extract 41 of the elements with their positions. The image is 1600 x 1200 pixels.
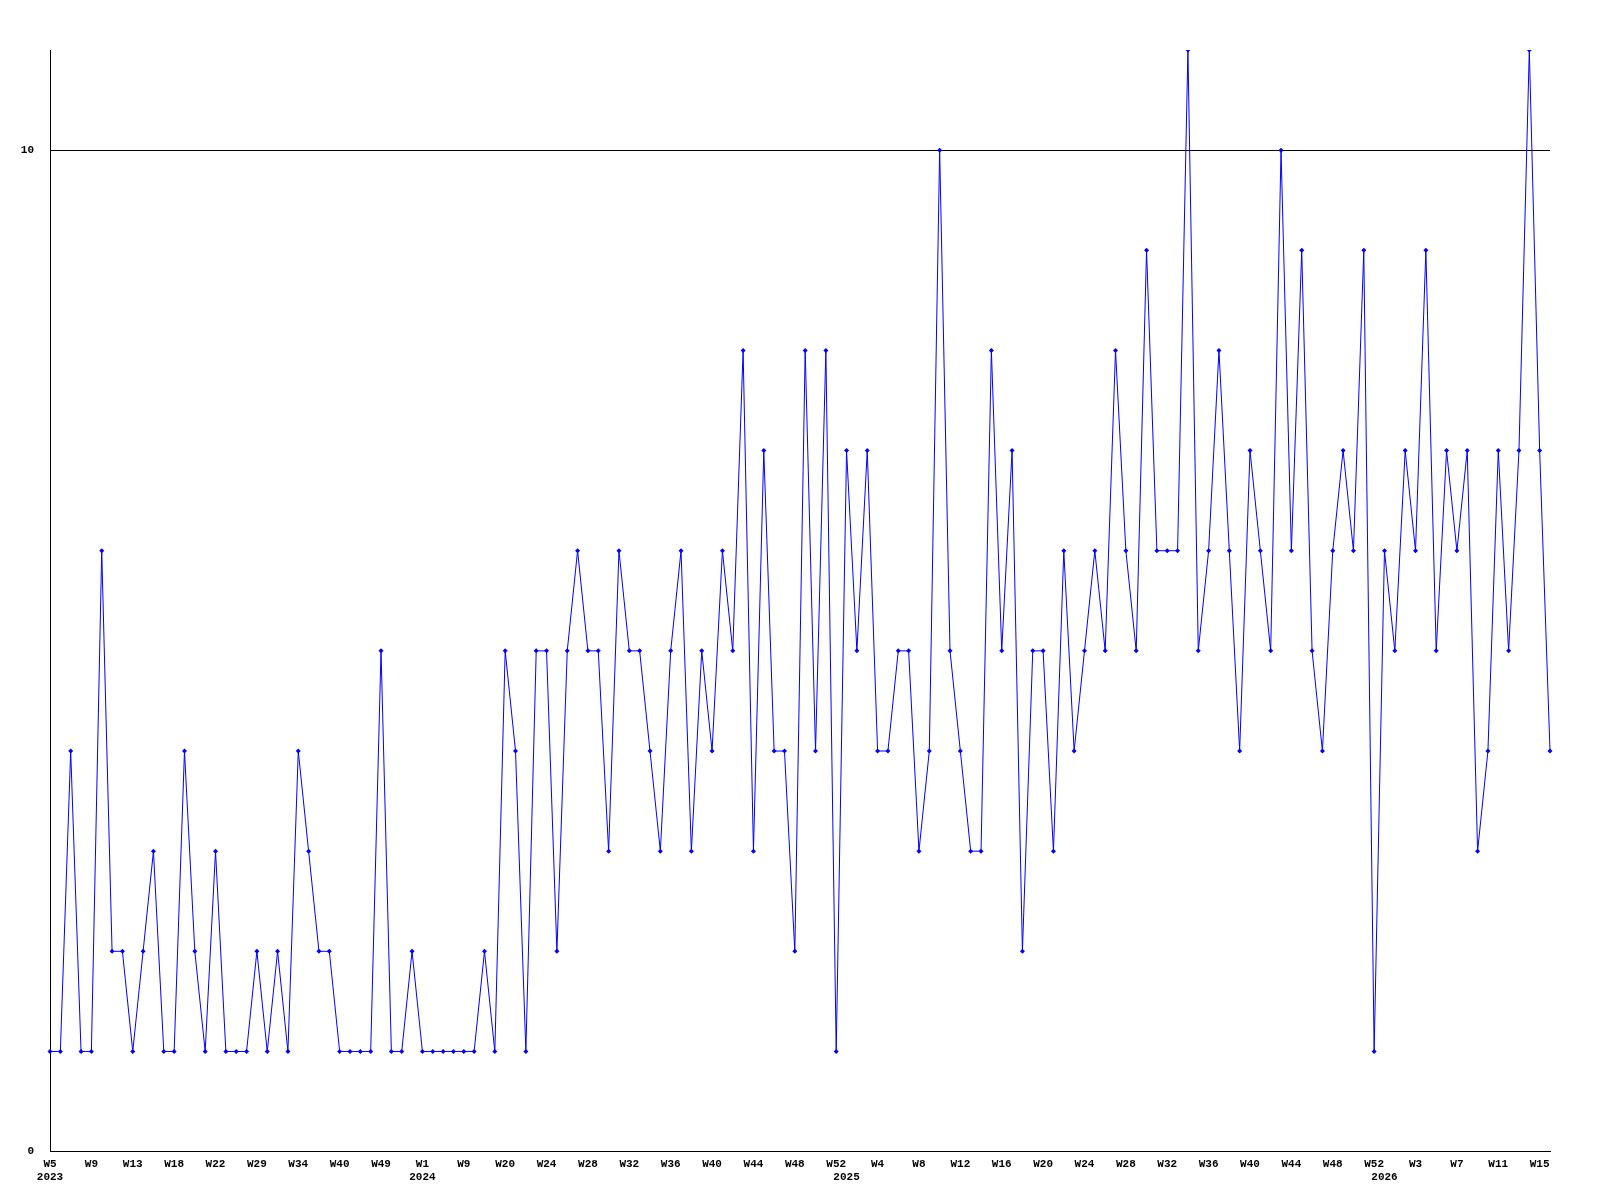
- x-tick-label: 2025: [833, 1171, 861, 1184]
- x-tick-label: W44: [1281, 1157, 1302, 1170]
- x-tick-label: W18: [164, 1157, 185, 1170]
- x-tick-label: W49: [371, 1157, 391, 1170]
- x-tick-label: W44: [743, 1157, 764, 1170]
- x-tick-label: W13: [122, 1157, 144, 1170]
- x-tick-label: W52: [1364, 1157, 1385, 1170]
- x-tick-label: W8: [912, 1157, 926, 1170]
- x-tick-label: W3: [1408, 1157, 1423, 1170]
- x-tick-label: W29: [246, 1157, 267, 1170]
- x-tick-label: W7: [1450, 1157, 1464, 1170]
- x-tick-label: W12: [950, 1157, 971, 1170]
- x-tick-label: W22: [205, 1157, 226, 1170]
- x-tick-label: W52: [826, 1157, 847, 1170]
- x-tick-label: W48: [784, 1157, 806, 1170]
- x-tick-label: W9: [84, 1157, 98, 1170]
- x-tick-label: W1 2024: [409, 1157, 437, 1184]
- x-tick-label: W15: [1529, 1157, 1550, 1170]
- x-tick-label: W34: [288, 1157, 309, 1170]
- x-tick-label: W36: [1198, 1157, 1219, 1170]
- x-tick-label: W5 2023: [36, 1157, 64, 1184]
- x-tick-label: W20: [1033, 1157, 1054, 1170]
- x-tick-label: W36: [660, 1157, 681, 1170]
- x-tick-label: 2026: [1371, 1171, 1398, 1184]
- x-tick-label: W32: [1157, 1157, 1178, 1170]
- x-tick-label: W40: [329, 1157, 350, 1170]
- x-tick-label: W24: [536, 1157, 557, 1170]
- x-tick-label: W20: [495, 1157, 516, 1170]
- x-tick-label: W9: [457, 1157, 471, 1170]
- x-tick-label: W40: [702, 1157, 722, 1170]
- x-tick-label: W40: [1240, 1157, 1260, 1170]
- x-tick-label: W24: [1074, 1157, 1095, 1170]
- y-tick-label: 10: [20, 143, 34, 156]
- x-tick-label: W48: [1322, 1157, 1344, 1170]
- x-tick-label: W16: [991, 1157, 1012, 1170]
- x-tick-label: W11: [1488, 1157, 1509, 1170]
- x-tick-label: W28: [1115, 1157, 1137, 1170]
- y-tick-label: 0: [27, 1145, 34, 1158]
- x-tick-label: W28: [578, 1157, 599, 1170]
- x-tick-label: W32: [619, 1157, 640, 1170]
- x-tick-label: W4: [870, 1157, 885, 1170]
